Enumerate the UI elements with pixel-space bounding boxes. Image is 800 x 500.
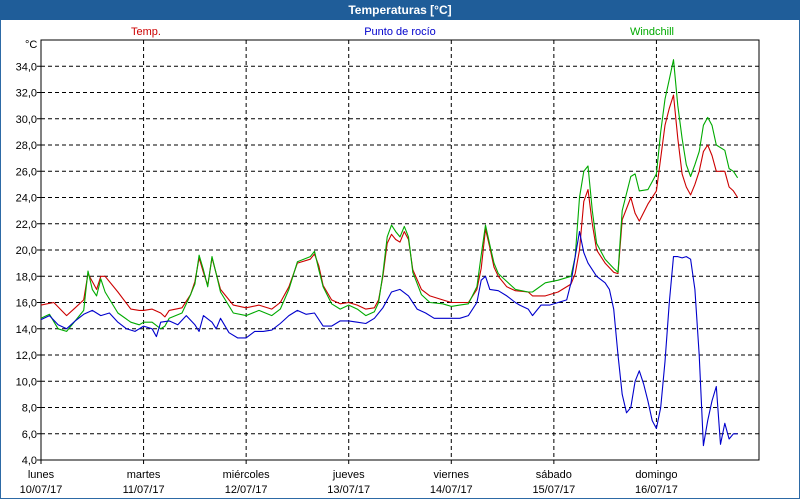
y-tick-label: 20,0 bbox=[16, 245, 37, 257]
x-tick-date: 11/07/17 bbox=[123, 484, 165, 496]
x-tick-date: 15/07/17 bbox=[532, 484, 575, 496]
temperature-chart: 4,0 6,0 8,0 10,0 12,0 14,0 16,0 18,0 20,0 22,0 24,… bbox=[16, 26, 760, 496]
y-tick-label: 4,0 bbox=[22, 455, 37, 467]
chart-title-bar: Temperaturas [°C] bbox=[0, 0, 800, 20]
grid-lines bbox=[41, 40, 759, 461]
y-tick-label: 18,0 bbox=[16, 271, 37, 283]
y-tick-label: 16,0 bbox=[16, 298, 37, 310]
x-tick-date: 14/07/17 bbox=[430, 484, 473, 496]
x-tick-day: lunes bbox=[28, 469, 55, 481]
y-tick-label: 26,0 bbox=[16, 166, 37, 178]
y-axis-unit: °C bbox=[25, 39, 37, 51]
series-lines bbox=[40, 59, 739, 447]
x-tick-date: 16/07/17 bbox=[635, 484, 678, 496]
x-tick-date: 12/07/17 bbox=[225, 484, 268, 496]
legend-windchill: Windchill bbox=[630, 26, 674, 38]
x-tick-day: miércoles bbox=[223, 469, 271, 481]
series-line-punto-de-roc-o bbox=[40, 231, 738, 447]
legend-temp: Temp. bbox=[131, 26, 161, 38]
x-axis-ticks: lunes 10/07/17 martes 11/07/17 miércoles 12/0… bbox=[20, 460, 678, 496]
y-tick-label: 14,0 bbox=[16, 324, 37, 336]
x-tick-date: 10/07/17 bbox=[20, 484, 63, 496]
y-axis-ticks: 4,0 6,0 8,0 10,0 12,0 14,0 16,0 18,0 20,0 22,0 24,… bbox=[16, 61, 41, 467]
y-tick-label: 6,0 bbox=[22, 429, 37, 441]
y-tick-label: 12,0 bbox=[16, 350, 37, 362]
x-tick-day: viernes bbox=[434, 469, 470, 481]
x-tick-day: sábado bbox=[536, 469, 572, 481]
x-tick-day: domingo bbox=[635, 469, 677, 481]
y-tick-label: 28,0 bbox=[16, 140, 37, 152]
x-tick-date: 13/07/17 bbox=[327, 484, 370, 496]
legend-dewpoint: Punto de rocío bbox=[364, 26, 436, 38]
y-tick-label: 32,0 bbox=[16, 88, 37, 100]
x-tick-day: martes bbox=[127, 469, 161, 481]
y-tick-label: 30,0 bbox=[16, 114, 37, 126]
series-line-windchill bbox=[40, 59, 739, 332]
chart-frame: 4,0 6,0 8,0 10,0 12,0 14,0 16,0 18,0 20,0 22,0 24,… bbox=[0, 20, 800, 499]
y-tick-label: 34,0 bbox=[16, 61, 37, 73]
y-tick-label: 22,0 bbox=[16, 219, 37, 231]
y-tick-label: 10,0 bbox=[16, 376, 37, 388]
y-tick-label: 24,0 bbox=[16, 193, 37, 205]
y-tick-label: 8,0 bbox=[22, 403, 37, 415]
x-tick-day: jueves bbox=[332, 469, 365, 481]
